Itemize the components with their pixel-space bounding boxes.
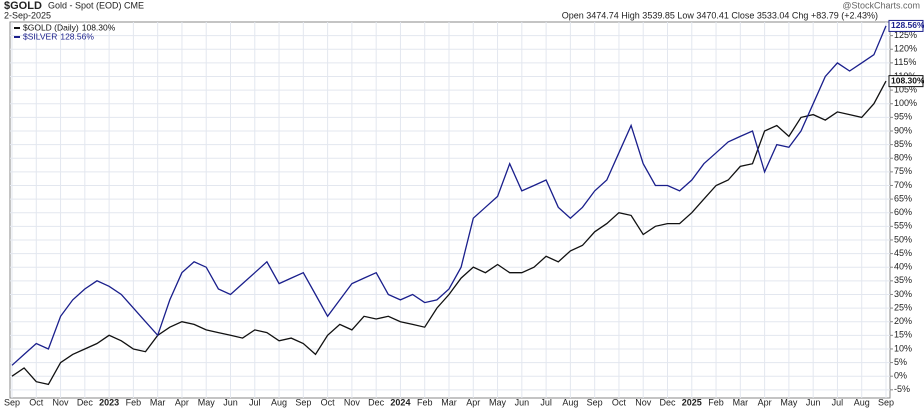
x-tick-label: Aug <box>562 397 578 407</box>
y-tick-label: 100% <box>894 98 917 108</box>
y-tick-label: 90% <box>894 125 912 135</box>
x-tick-label: Mar <box>733 397 749 407</box>
x-tick-label: Oct <box>29 397 44 407</box>
y-tick-label: -5% <box>894 384 910 394</box>
x-tick-label: Dec <box>368 397 385 407</box>
x-tick-label: Sep <box>4 397 20 407</box>
x-tick-label: Apr <box>466 397 480 407</box>
x-tick-label: Sep <box>295 397 311 407</box>
legend-value: 128.56% <box>60 31 94 41</box>
x-tick-label: Feb <box>126 397 142 407</box>
y-tick-label: 70% <box>894 180 912 190</box>
end-label-box <box>888 75 924 88</box>
x-tick-label: Feb <box>417 397 433 407</box>
chart-subtitle: Gold - Spot (EOD) CME <box>48 0 144 10</box>
y-tick-label: 95% <box>894 112 912 122</box>
x-tick-label: Aug <box>271 397 287 407</box>
x-tick-label: Oct <box>321 397 336 407</box>
x-tick-label: May <box>780 397 798 407</box>
x-tick-label: May <box>489 397 507 407</box>
y-tick-label: 50% <box>894 234 912 244</box>
x-tick-label: Jun <box>515 397 530 407</box>
x-tick-label: Nov <box>635 397 652 407</box>
y-tick-label: 115% <box>894 57 916 67</box>
end-label: 128.56% <box>891 20 924 30</box>
x-tick-label: 2023 <box>99 397 119 407</box>
quote: Open 3474.74 High 3539.85 Low 3470.41 Cl… <box>562 10 878 20</box>
x-tick-label: Jul <box>832 397 844 407</box>
y-tick-label: 35% <box>894 275 912 285</box>
x-tick-label: Nov <box>344 397 361 407</box>
x-tick-label: Dec <box>77 397 94 407</box>
y-tick-label: 45% <box>894 248 912 258</box>
end-label-box <box>888 19 924 32</box>
y-tick-label: 25% <box>894 302 912 312</box>
x-tick-label: Jul <box>249 397 261 407</box>
watermark: @StockCharts.com <box>842 0 920 10</box>
chart-title: $GOLD <box>4 0 42 12</box>
legend-name: $SILVER <box>23 31 57 41</box>
y-tick-label: 15% <box>894 330 912 340</box>
x-tick-label: Mar <box>150 397 166 407</box>
x-tick-label: Apr <box>758 397 772 407</box>
x-tick-label: Dec <box>659 397 676 407</box>
y-tick-label: 55% <box>894 221 912 231</box>
y-tick-label: 0% <box>894 371 907 381</box>
y-tick-label: 125% <box>894 30 917 40</box>
y-tick-label: 30% <box>894 289 912 299</box>
y-tick-label: 65% <box>894 193 912 203</box>
plot-area <box>9 21 891 399</box>
y-tick-label: 120% <box>894 44 917 54</box>
y-tick-label: 5% <box>894 357 907 367</box>
end-label: 108.30% <box>891 75 924 85</box>
legend-name: $GOLD (Daily) <box>23 22 79 32</box>
x-tick-label: Jun <box>806 397 821 407</box>
y-tick-label: 85% <box>894 139 912 149</box>
x-tick-label: 2025 <box>682 397 702 407</box>
x-tick-label: Aug <box>854 397 870 407</box>
x-tick-label: May <box>198 397 216 407</box>
x-tick-label: 2024 <box>390 397 410 407</box>
x-tick-label: Jul <box>540 397 552 407</box>
x-tick-label: Feb <box>708 397 724 407</box>
x-tick-label: Oct <box>612 397 627 407</box>
x-tick-label: Jun <box>223 397 238 407</box>
x-tick-label: Sep <box>587 397 603 407</box>
chart-date: 2-Sep-2025 <box>4 10 51 20</box>
y-tick-label: 105% <box>894 84 917 94</box>
y-tick-label: 40% <box>894 262 912 272</box>
x-tick-label: Nov <box>53 397 70 407</box>
y-tick-label: 20% <box>894 316 912 326</box>
x-tick-label: Mar <box>441 397 457 407</box>
y-tick-label: 60% <box>894 207 912 217</box>
y-tick-label: 80% <box>894 153 912 163</box>
y-tick-label: 75% <box>894 166 912 176</box>
series-line <box>11 25 887 366</box>
legend-value: 108.30% <box>82 22 116 32</box>
x-tick-label: Apr <box>175 397 189 407</box>
x-tick-label: Sep <box>878 397 894 407</box>
y-tick-label: 10% <box>894 343 912 353</box>
